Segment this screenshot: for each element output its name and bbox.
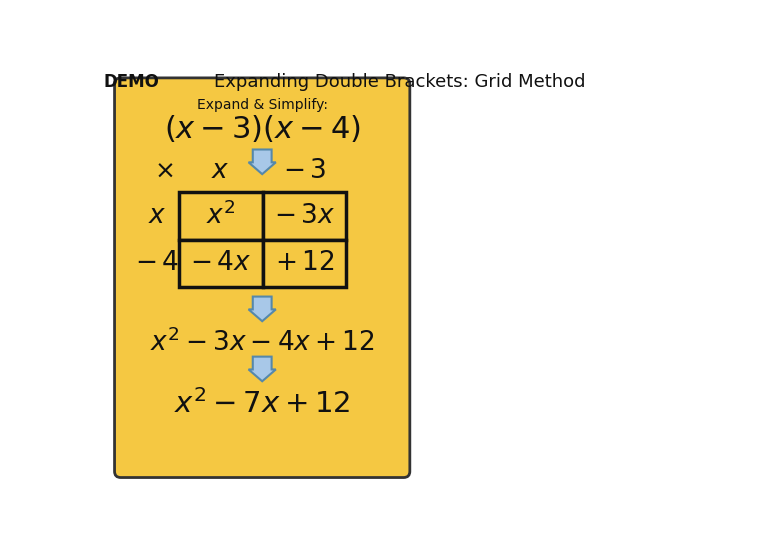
Text: $+\,12$: $+\,12$ (275, 251, 334, 276)
Bar (179, 240, 263, 287)
Text: Expand & Simplify:: Expand & Simplify: (197, 98, 328, 112)
Text: DEMO: DEMO (104, 73, 160, 91)
Bar (179, 192, 263, 240)
FancyBboxPatch shape (115, 78, 410, 477)
Text: $x^2 - 7x + 12$: $x^2 - 7x + 12$ (174, 389, 350, 419)
Text: $\times$: $\times$ (154, 159, 173, 183)
Bar (263, 192, 346, 240)
Text: $x$: $x$ (211, 158, 230, 184)
Text: $x^2 - 3x - 4x + 12$: $x^2 - 3x - 4x + 12$ (150, 329, 374, 357)
Bar (263, 240, 346, 287)
Text: $-\,4$: $-\,4$ (135, 251, 179, 276)
Polygon shape (249, 150, 276, 174)
Text: $-\,3x$: $-\,3x$ (274, 202, 335, 229)
Polygon shape (249, 296, 276, 321)
Text: Expanding Double Brackets: Grid Method: Expanding Double Brackets: Grid Method (214, 73, 586, 91)
Polygon shape (249, 356, 276, 381)
Text: $x^2$: $x^2$ (206, 201, 236, 230)
Text: $x$: $x$ (148, 202, 166, 229)
Text: $-\,4x$: $-\,4x$ (190, 251, 251, 276)
Text: $-\,3$: $-\,3$ (283, 158, 326, 184)
Text: $(x - 3)(x - 4)$: $(x - 3)(x - 4)$ (164, 112, 360, 144)
